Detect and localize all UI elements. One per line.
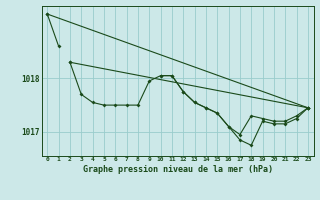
X-axis label: Graphe pression niveau de la mer (hPa): Graphe pression niveau de la mer (hPa) [83, 165, 273, 174]
